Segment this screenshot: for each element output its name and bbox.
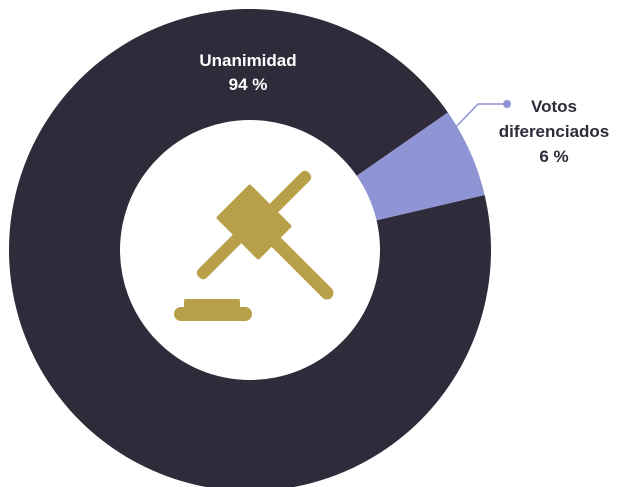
slice-value-votos: 6 %: [539, 147, 568, 166]
leader-line: [454, 103, 507, 129]
gavel-icon: [174, 170, 334, 321]
slice-label-votos-line2: diferenciados: [499, 122, 610, 141]
slice-label-unanimidad: Unanimidad: [199, 51, 296, 70]
leader-dot: [503, 100, 511, 108]
slice-value-unanimidad: 94 %: [229, 75, 268, 94]
slice-label-votos-line1: Votos: [531, 97, 577, 116]
